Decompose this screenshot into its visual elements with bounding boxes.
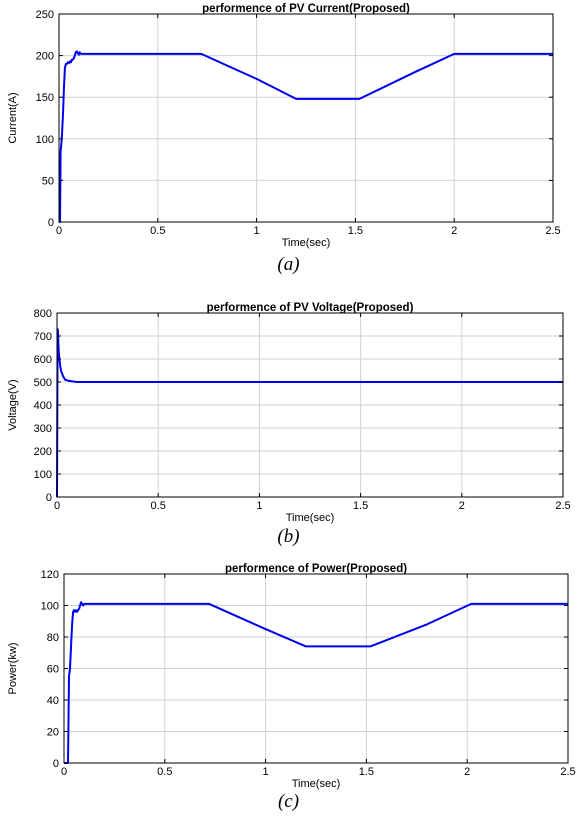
y-tick-label: 250 [36, 9, 54, 21]
y-tick-label: 20 [47, 727, 59, 739]
y-tick-label: 80 [47, 632, 59, 644]
series-line [59, 50, 553, 223]
y-tick-label: 200 [36, 51, 54, 63]
chart-title: performence of PV Current(Proposed) [202, 3, 410, 15]
x-tick-label: 2.5 [545, 225, 560, 237]
x-tick-label: 2 [464, 766, 470, 778]
chart-voltage: 0 0.5 1 1.5 2 2.5 0 100 200 300 400 500 600 700 800 per… [7, 302, 571, 524]
y-axis-label: Current(A) [7, 92, 19, 143]
y-tick-label: 400 [34, 400, 52, 412]
chart-panel-current: 0 0.5 1 1.5 2 2.5 0 50 100 150 200 250 performence o… [0, 0, 577, 282]
y-tick-label: 500 [34, 377, 52, 389]
y-tick-label: 800 [34, 308, 52, 320]
caption-c: (c) [277, 791, 300, 812]
y-tick-label: 200 [34, 446, 52, 458]
x-tick-label: 0.5 [150, 225, 165, 237]
y-tick-label: 600 [34, 354, 52, 366]
x-tick-label: 2 [451, 225, 457, 237]
chart-current: 0 0.5 1 1.5 2 2.5 0 50 100 150 200 250 performence o… [7, 3, 561, 249]
series-line [64, 601, 568, 764]
chart-panel-voltage: 0 0.5 1 1.5 2 2.5 0 100 200 300 400 500 600 700 800 per… [0, 290, 577, 555]
y-tick-label: 150 [36, 92, 54, 104]
y-tick-label: 100 [41, 601, 59, 613]
x-tick-label: 1.5 [348, 225, 363, 237]
y-tick-label: 0 [53, 758, 59, 770]
x-tick-label: 1.5 [353, 500, 368, 512]
x-tick-label: 1 [256, 500, 262, 512]
chart-panel-power: 0 0.5 1 1.5 2 2.5 0 20 40 60 80 100 120 performence o… [0, 557, 577, 819]
x-tick-label: 0.5 [151, 500, 166, 512]
x-tick-label: 0 [56, 225, 62, 237]
x-tick-label: 0.5 [157, 766, 172, 778]
y-tick-label: 0 [48, 217, 54, 229]
y-axis-label: Voltage(V) [7, 379, 19, 430]
series-line [56, 328, 563, 498]
x-tick-label: 2 [459, 500, 465, 512]
caption-b: (b) [277, 526, 300, 547]
y-tick-label: 60 [47, 664, 59, 676]
plot-area [59, 14, 553, 222]
y-tick-label: 300 [34, 423, 52, 435]
x-tick-label: 1 [263, 766, 269, 778]
y-tick-label: 100 [34, 469, 52, 481]
x-tick-label: 1.5 [359, 766, 374, 778]
y-tick-label: 100 [36, 134, 54, 146]
x-axis-label: Time(sec) [286, 512, 334, 524]
y-axis-label: Power(kw) [7, 643, 19, 695]
chart-power: 0 0.5 1 1.5 2 2.5 0 20 40 60 80 100 120 performence o… [7, 563, 576, 790]
x-tick-label: 2.5 [555, 500, 570, 512]
chart-title: performence of Power(Proposed) [225, 563, 407, 575]
y-tick-label: 0 [46, 492, 52, 504]
y-tick-label: 40 [47, 695, 59, 707]
y-tick-label: 50 [42, 175, 54, 187]
x-tick-label: 0 [54, 500, 60, 512]
x-tick-label: 2.5 [560, 766, 575, 778]
x-axis-label: Time(sec) [282, 237, 330, 249]
x-tick-label: 0 [61, 766, 67, 778]
y-tick-label: 120 [41, 569, 59, 581]
x-tick-label: 1 [254, 225, 260, 237]
caption-a: (a) [277, 254, 300, 275]
chart-title: performence of PV Voltage(Proposed) [207, 302, 414, 314]
y-tick-label: 700 [34, 331, 52, 343]
axes-frame [58, 13, 554, 223]
x-axis-label: Time(sec) [292, 778, 340, 790]
